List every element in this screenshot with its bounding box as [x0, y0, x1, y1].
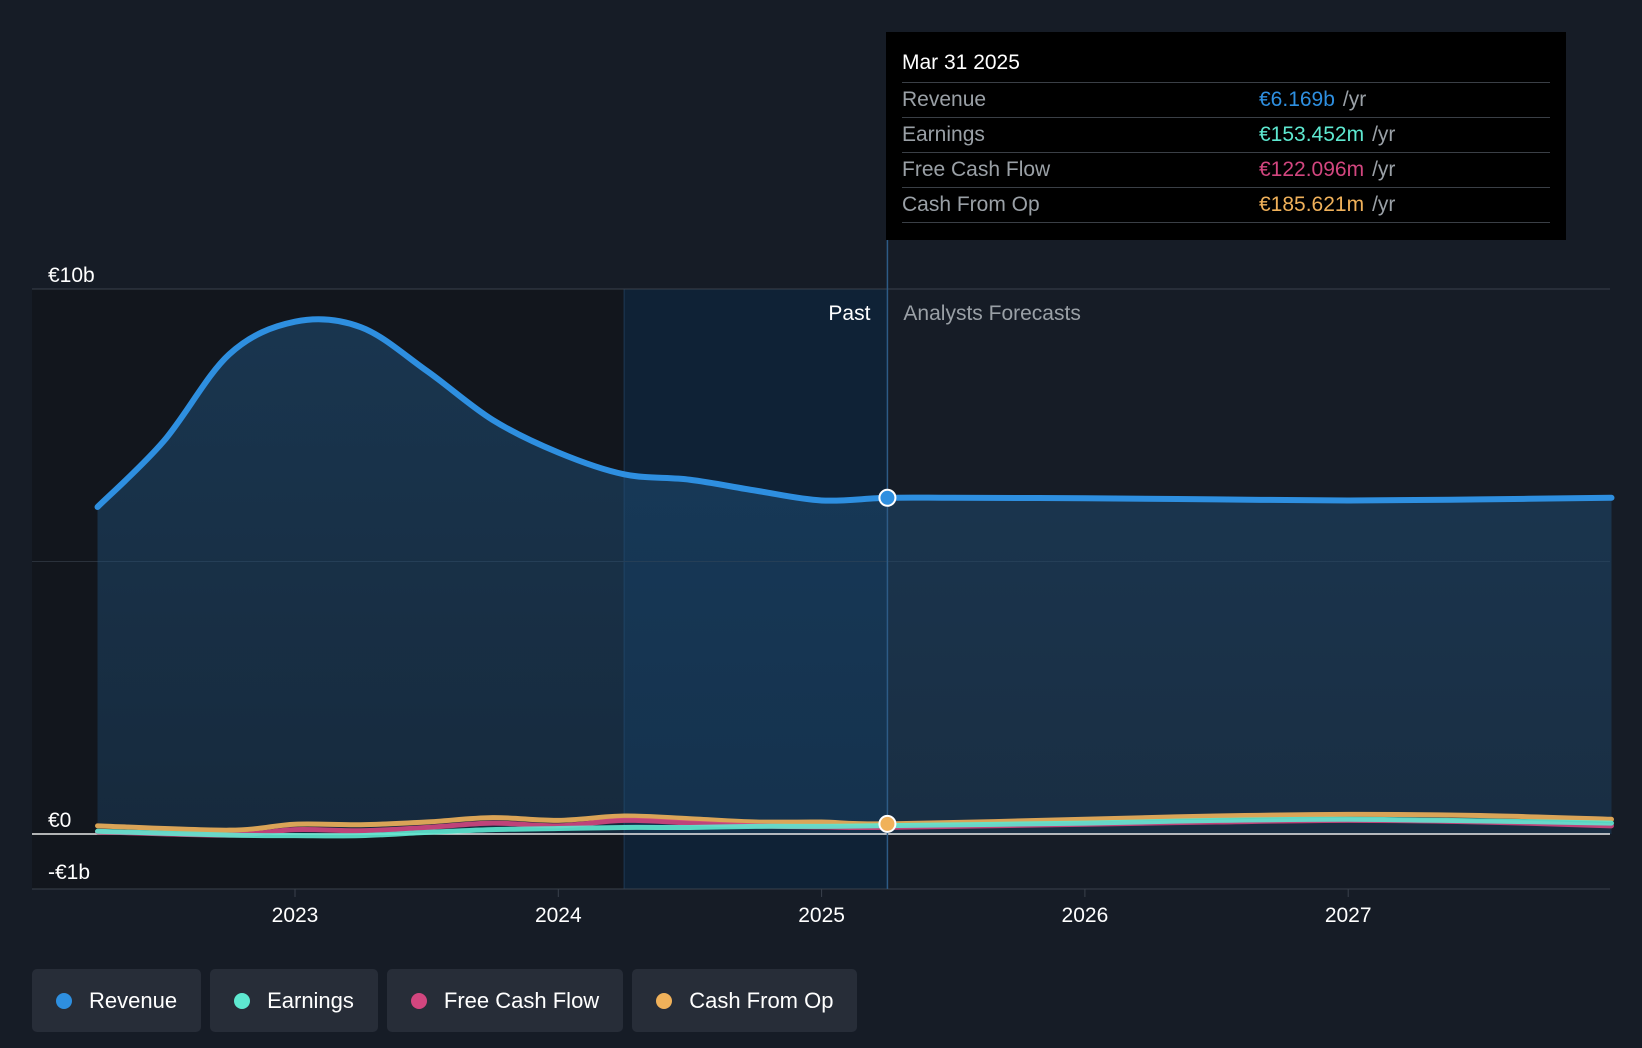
- tooltip-unit: /yr: [1372, 158, 1396, 181]
- tooltip-label: Earnings: [902, 123, 985, 146]
- tooltip-date: Mar 31 2025: [902, 44, 1550, 83]
- y-axis-label: -€1b: [48, 861, 90, 884]
- chart-canvas: €10b €0 -€1b 2023 2024 2025 2026 2027 Past Analys…: [32, 240, 1615, 927]
- revenue-marker: [878, 488, 897, 507]
- legend-label: Revenue: [89, 987, 178, 1013]
- legend-item-revenue[interactable]: Revenue: [32, 969, 202, 1032]
- series-line-earnings: [95, 816, 1614, 839]
- legend-item-cash-from-op[interactable]: Cash From Op: [632, 969, 858, 1032]
- legend-dot-icon: [234, 992, 251, 1009]
- tooltip-value: €153.452m: [1259, 123, 1365, 146]
- x-axis-label: 2027: [1325, 904, 1372, 927]
- tooltip-unit: /yr: [1372, 123, 1396, 146]
- forecast-label: Analysts Forecasts: [903, 302, 1080, 325]
- x-axis-label: 2025: [798, 904, 845, 927]
- legend-item-earnings[interactable]: Earnings: [210, 969, 378, 1032]
- legend-dot-icon: [56, 992, 72, 1009]
- legend-label: Earnings: [267, 987, 354, 1013]
- y-axis-label: €0: [48, 809, 71, 832]
- tooltip-row-earnings: Earnings €153.452m /yr: [902, 118, 1550, 153]
- legend-label: Cash From Op: [689, 987, 834, 1013]
- series-line-revenue: [94, 316, 1615, 510]
- legend-dot-icon: [410, 992, 427, 1009]
- tooltip-row-revenue: Revenue €6.169b /yr: [902, 83, 1550, 118]
- x-axis-label: 2026: [1062, 904, 1109, 927]
- legend-label: Free Cash Flow: [443, 987, 600, 1013]
- tooltip-value: €185.621m: [1259, 193, 1365, 216]
- legend-dot-icon: [656, 992, 673, 1009]
- tooltip-unit: /yr: [1372, 193, 1396, 216]
- tooltip-label: Free Cash Flow: [902, 158, 1051, 181]
- tooltip-label: Cash From Op: [902, 193, 1040, 216]
- x-axis-label: 2024: [535, 904, 582, 927]
- x-axis-label: 2023: [272, 904, 319, 927]
- legend-item-free-cash-flow[interactable]: Free Cash Flow: [386, 969, 624, 1032]
- series-line-cash-from-op: [95, 811, 1614, 833]
- tooltip-row-free-cash-flow: Free Cash Flow €122.096m /yr: [902, 153, 1550, 188]
- cash-from-op-marker: [878, 814, 897, 833]
- tooltip-unit: /yr: [1342, 88, 1367, 111]
- tooltip-label: Revenue: [902, 88, 987, 111]
- tooltip-row-cash-from-op: Cash From Op €185.621m /yr: [902, 188, 1550, 223]
- past-label: Past: [828, 302, 870, 325]
- tooltip: Mar 31 2025 Revenue €6.169b /yr Earnings…: [886, 32, 1566, 240]
- tooltip-value: €6.169b: [1259, 88, 1335, 111]
- revenue-area: [97, 319, 1612, 834]
- y-axis-label: €10b: [48, 264, 95, 287]
- legend: Revenue Earnings Free Cash Flow Cash Fro…: [32, 969, 858, 1032]
- tooltip-value: €122.096m: [1259, 158, 1365, 181]
